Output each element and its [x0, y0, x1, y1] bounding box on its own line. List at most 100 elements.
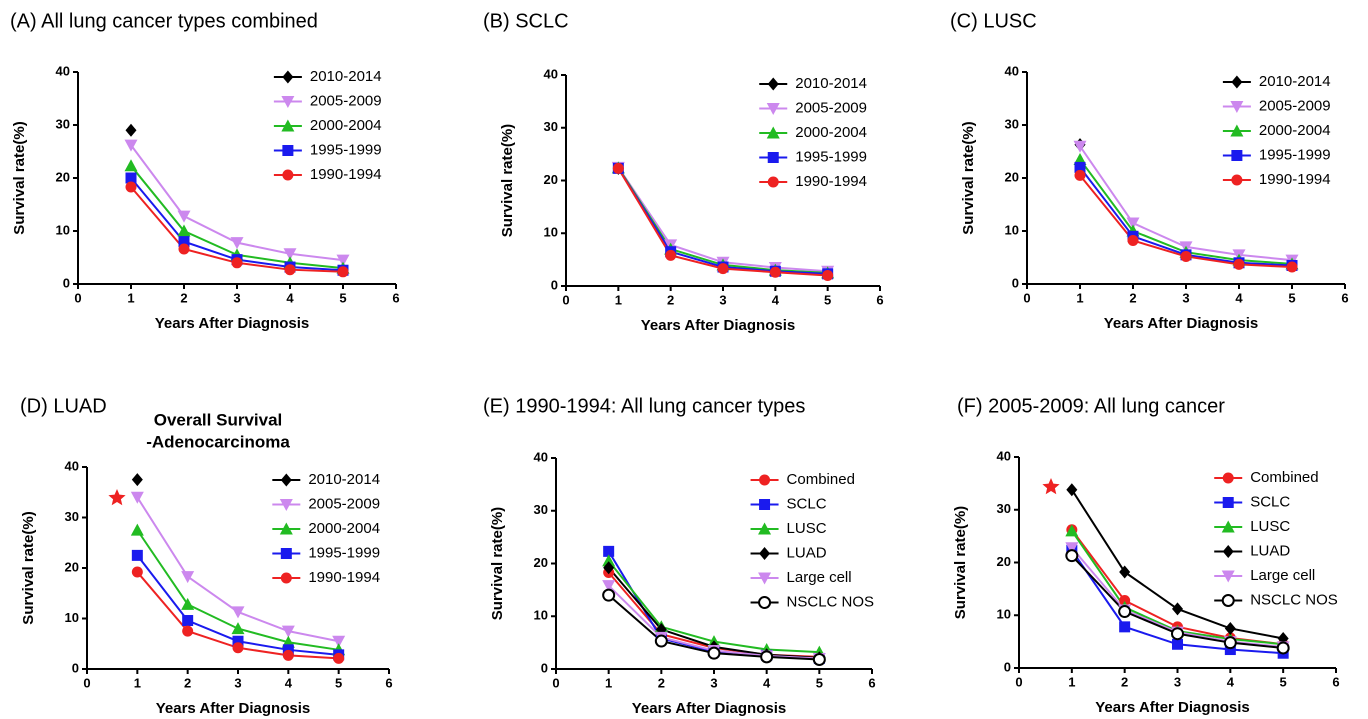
marker [1118, 605, 1132, 619]
marker [281, 625, 295, 638]
legend-marker [759, 499, 771, 510]
x-tick-label: 0 [562, 292, 569, 307]
marker [1276, 641, 1290, 655]
marker [284, 264, 296, 276]
y-tick-label: 30 [1005, 116, 1019, 131]
marker [177, 224, 191, 237]
marker [1074, 161, 1086, 173]
marker [1172, 602, 1183, 616]
marker [125, 181, 137, 193]
legend-label: 1990-1994 [308, 569, 380, 586]
legend-marker [1230, 124, 1244, 137]
legend-label: 2005-2009 [795, 99, 867, 116]
legend-label: 2010-2014 [310, 68, 382, 85]
legend-marker [1221, 520, 1235, 533]
marker [232, 642, 244, 654]
marker [769, 266, 781, 278]
legend-marker [767, 176, 779, 188]
legend-label: 1995-1999 [310, 141, 382, 158]
legend-marker [282, 169, 294, 181]
legend-label: 1995-1999 [1259, 146, 1331, 163]
legend-label: 1995-1999 [795, 148, 867, 165]
x-tick-label: 4 [1235, 290, 1243, 305]
x-tick-label: 1 [1068, 674, 1075, 689]
star-annotation [1042, 478, 1060, 495]
x-tick-label: 0 [1015, 674, 1022, 689]
x-tick-label: 1 [605, 675, 612, 690]
legend-marker [280, 473, 292, 487]
legend-marker [759, 474, 771, 486]
y-tick-label: 0 [541, 660, 548, 675]
marker [1126, 217, 1140, 230]
y-axis-label: Survival rate(%) [20, 511, 37, 624]
x-tick-label: 1 [127, 290, 134, 305]
y-tick-label: 10 [534, 608, 548, 623]
x-tick-label: 6 [876, 292, 883, 307]
y-tick-label: 20 [997, 554, 1011, 569]
legend-marker [281, 119, 295, 132]
x-tick-label: 2 [180, 290, 187, 305]
y-tick-label: 30 [544, 119, 558, 134]
y-tick-label: 30 [997, 501, 1011, 516]
marker [654, 634, 668, 648]
x-tick-label: 4 [285, 675, 293, 690]
legend-marker [279, 499, 293, 511]
y-tick-label: 0 [63, 275, 70, 290]
legend-label: 1990-1994 [795, 173, 867, 190]
y-tick-label: 40 [56, 63, 70, 78]
star-annotation [108, 489, 126, 506]
y-tick-label: 40 [534, 449, 548, 464]
legend-marker [1222, 472, 1234, 484]
marker [1223, 636, 1237, 650]
marker [1073, 140, 1087, 153]
y-tick-label: 20 [1005, 169, 1019, 184]
marker [665, 249, 677, 261]
marker [1065, 524, 1079, 537]
marker [717, 263, 729, 275]
marker [760, 650, 774, 664]
marker [332, 635, 346, 648]
marker [822, 269, 834, 281]
x-tick-label: 0 [1023, 290, 1030, 305]
x-axis-label: Years After Diagnosis [641, 317, 796, 334]
panel-title: (F) 2005-2009: All lung cancer [957, 395, 1225, 417]
y-axis-label: Survival rate(%) [499, 124, 516, 237]
x-tick-label: 2 [184, 675, 191, 690]
x-tick-label: 4 [772, 292, 780, 307]
x-tick-label: 5 [824, 292, 831, 307]
legend-marker [767, 77, 779, 91]
legend-marker [1231, 174, 1243, 186]
legend-marker [766, 103, 780, 115]
marker [131, 549, 143, 561]
marker [1127, 235, 1139, 247]
marker [125, 172, 137, 184]
x-axis-label: Years After Diagnosis [632, 700, 787, 717]
marker [124, 159, 138, 172]
legend-label: 2005-2009 [1259, 97, 1331, 114]
legend-label: Large cell [1250, 567, 1315, 584]
x-tick-label: 4 [286, 290, 294, 305]
marker [1172, 638, 1183, 650]
marker [1065, 549, 1079, 563]
x-tick-label: 4 [1227, 674, 1235, 689]
marker [1233, 258, 1245, 270]
marker [231, 606, 245, 619]
marker [231, 257, 243, 269]
y-tick-label: 0 [1012, 275, 1019, 290]
legend-label: LUAD [1250, 542, 1290, 559]
panel-title: (C) LUSC [950, 10, 1037, 32]
x-tick-label: 6 [868, 675, 875, 690]
legend-marker [1222, 497, 1234, 508]
y-tick-label: 30 [65, 509, 79, 524]
x-axis-label: Years After Diagnosis [1104, 315, 1259, 332]
x-tick-label: 3 [719, 292, 726, 307]
y-tick-label: 20 [544, 172, 558, 187]
legend-marker [767, 152, 779, 163]
marker [232, 635, 244, 647]
legend-label: Combined [787, 471, 855, 488]
marker [1286, 261, 1298, 273]
marker [282, 649, 294, 661]
marker [1171, 627, 1184, 641]
legend-marker [758, 596, 772, 609]
